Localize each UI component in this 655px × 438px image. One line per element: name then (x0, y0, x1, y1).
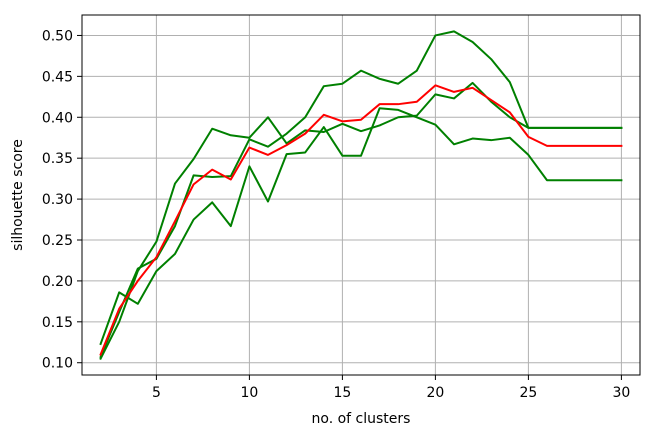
series-line-1 (99, 107, 623, 346)
x-tick-label: 10 (240, 385, 258, 401)
series-group (99, 30, 623, 360)
series-line-3 (99, 30, 623, 359)
x-axis-label: no. of clusters (312, 411, 411, 427)
x-tick-label: 20 (426, 385, 444, 401)
y-tick-label: 0.30 (42, 192, 73, 208)
y-tick-label: 0.25 (42, 233, 73, 249)
grid (82, 15, 640, 375)
y-tick-label: 0.40 (42, 110, 73, 126)
x-tick-label: 15 (333, 385, 351, 401)
y-tick-label: 0.50 (42, 28, 73, 44)
series-line-4 (99, 84, 623, 356)
x-axis: 5 10 15 20 25 30 (152, 375, 630, 401)
y-tick-label: 0.15 (42, 315, 73, 331)
y-tick-label: 0.35 (42, 151, 73, 167)
x-tick-label: 5 (152, 385, 161, 401)
y-axis-label: silhouette score (10, 139, 26, 251)
y-tick-label: 0.45 (42, 69, 73, 85)
y-tick-label: 0.20 (42, 274, 73, 290)
x-tick-label: 30 (612, 385, 630, 401)
y-tick-label: 0.10 (42, 356, 73, 372)
plot-frame (81, 14, 641, 376)
y-axis: 0.10 0.15 0.20 0.25 0.30 0.35 0.40 0.45 0.50 (42, 28, 82, 372)
x-tick-label: 25 (519, 385, 537, 401)
